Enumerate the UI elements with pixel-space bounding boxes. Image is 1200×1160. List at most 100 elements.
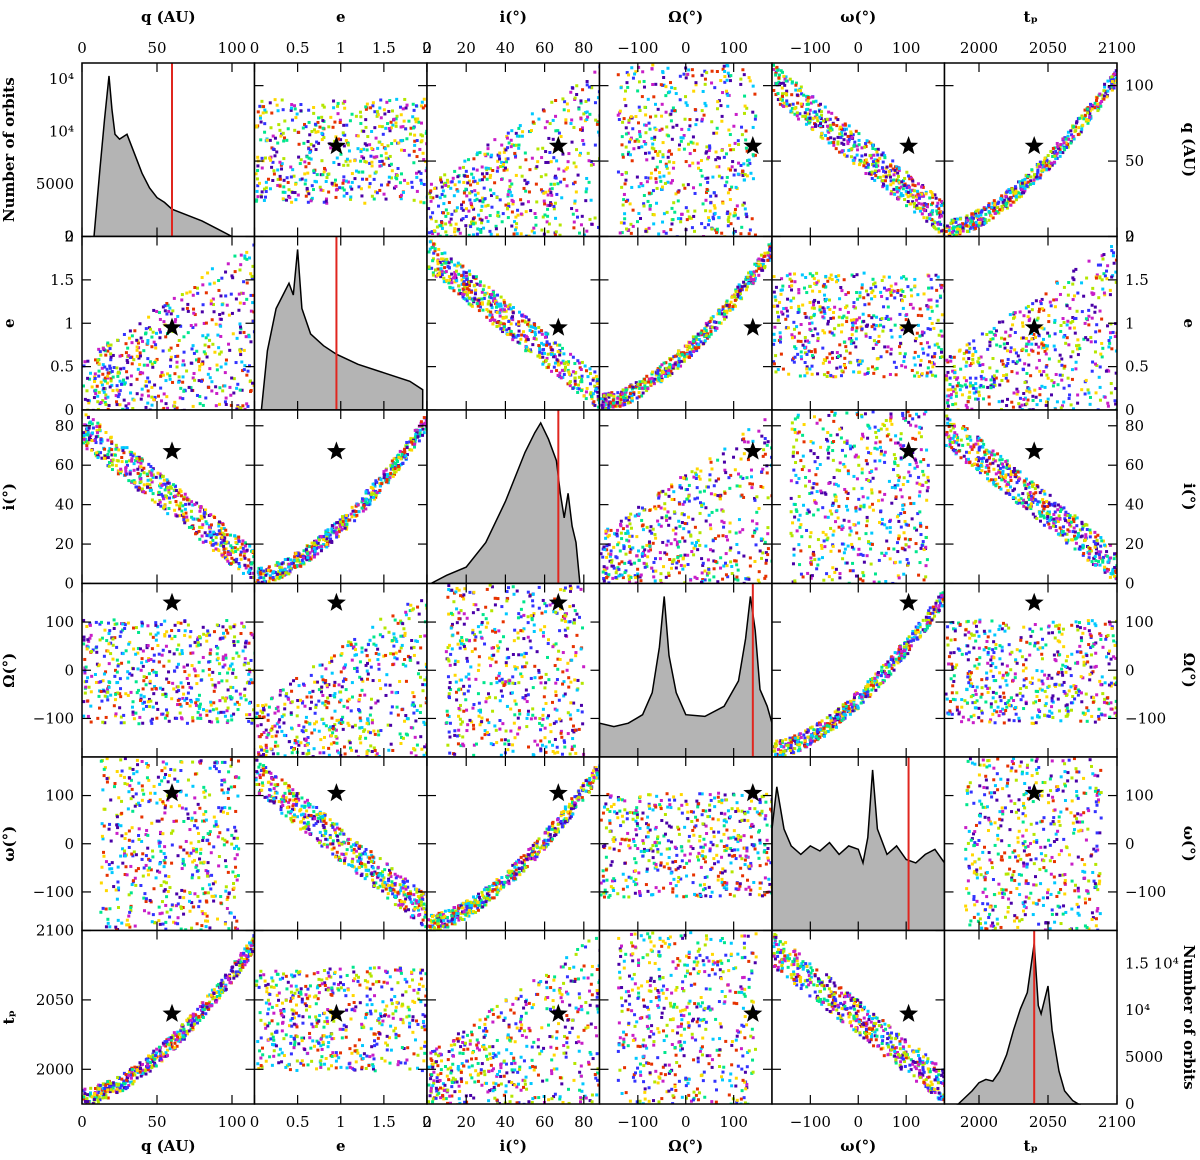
right-tick-label: 0: [1125, 575, 1135, 593]
top-tick-label: 0: [853, 39, 863, 57]
panel-background: [427, 930, 600, 1104]
left-tick-label: 100: [45, 613, 74, 631]
best-fit-star: [743, 1003, 763, 1022]
top-axis-label: tₚ: [1024, 8, 1038, 26]
left-tick-label: 2050: [36, 991, 74, 1009]
density-map: [82, 243, 255, 410]
top-tick-label: 100: [719, 39, 748, 57]
bottom-tick-label: 1: [336, 1113, 346, 1131]
density-map: [772, 271, 945, 379]
right-tick-label: 100: [1125, 77, 1154, 95]
panel-tp-omega: [943, 756, 1118, 932]
right-axis-label: i(°): [1180, 483, 1198, 510]
bottom-axis-label: ω(°): [840, 1137, 876, 1155]
top-tick-label: 0: [77, 39, 87, 57]
panel-e-Omega: [253, 582, 428, 758]
bottom-tick-label: 80: [574, 1113, 593, 1131]
density-map: [616, 63, 758, 237]
right-axis-label: q (AU): [1180, 122, 1198, 177]
best-fit-star: [326, 136, 346, 155]
right-tick-label: 0: [1125, 401, 1135, 419]
top-axis-label: i(°): [500, 8, 527, 26]
top-axis-label: e: [336, 8, 346, 26]
top-tick-label: 40: [496, 39, 515, 57]
left-tick-label: 0: [64, 401, 74, 419]
panel-background: [599, 236, 772, 410]
left-tick-label: 0: [64, 835, 74, 853]
bottom-tick-label: 0: [77, 1113, 87, 1131]
bottom-tick-label: 0.5: [286, 1113, 310, 1131]
panel-q-tp: [81, 929, 256, 1105]
bottom-tick-label: 2050: [1029, 1113, 1067, 1131]
right-axis-label: ω(°): [1180, 826, 1198, 862]
top-tick-label: 0: [250, 39, 260, 57]
right-tick-label: 2: [1125, 228, 1135, 246]
best-fit-star: [162, 592, 182, 611]
panel-background: [599, 757, 772, 931]
histogram-tick-label: 5000: [36, 175, 74, 193]
best-fit-star: [548, 1003, 568, 1022]
bottom-axis-label: e: [336, 1137, 346, 1155]
panel-Omega-tp: [598, 929, 773, 1105]
best-fit-star: [548, 783, 568, 802]
top-axis-label: ω(°): [840, 8, 876, 26]
bottom-tick-label: 40: [496, 1113, 515, 1131]
top-tick-label: −100: [617, 39, 658, 57]
histogram-e: [260, 249, 424, 411]
histogram-axis-label: Number of orbits: [1180, 945, 1198, 1090]
bottom-tick-label: 2: [422, 1113, 432, 1131]
panel-omega-e: [771, 235, 946, 411]
right-tick-label: 0: [1125, 661, 1135, 679]
panel-omega-omega: [771, 756, 946, 932]
panel-e-e: [253, 235, 428, 411]
density-map: [444, 583, 586, 757]
left-axis-label: e: [0, 318, 18, 328]
panel-Omega-Omega: [598, 582, 773, 758]
best-fit-star: [899, 317, 919, 336]
best-fit-star: [162, 1003, 182, 1022]
right-tick-label: 80: [1125, 417, 1144, 435]
right-tick-label: −100: [1125, 883, 1166, 901]
density-map: [427, 763, 600, 931]
right-tick-label: 1.5: [1125, 271, 1149, 289]
best-fit-star: [162, 783, 182, 802]
top-axis-label: Ω(°): [668, 8, 703, 26]
density-map: [254, 97, 427, 205]
density-map: [599, 239, 772, 410]
right-tick-label: 0: [1125, 228, 1135, 246]
histogram-Omega: [598, 596, 773, 758]
histogram-q: [93, 75, 233, 238]
density-map: [772, 932, 945, 1103]
top-tick-label: 100: [892, 39, 921, 57]
bottom-tick-label: 0: [681, 1113, 691, 1131]
left-axis-label: Ω(°): [0, 653, 18, 688]
density-map: [772, 63, 945, 237]
best-fit-star: [326, 592, 346, 611]
panel-e-tp: [253, 929, 428, 1105]
top-tick-label: 0.5: [286, 39, 310, 57]
left-tick-label: 0.5: [50, 358, 74, 376]
right-tick-label: 60: [1125, 456, 1144, 474]
density-map: [82, 618, 255, 726]
bottom-axis-label: tₚ: [1024, 1137, 1038, 1155]
best-fit-star: [899, 136, 919, 155]
histogram-axis-label: Number of orbits: [0, 77, 18, 222]
right-tick-label: 0.5: [1125, 358, 1149, 376]
left-tick-label: 80: [55, 417, 74, 435]
best-fit-star: [743, 441, 763, 460]
density-map: [944, 414, 1117, 581]
left-tick-label: 20: [55, 535, 74, 553]
bottom-tick-label: 2000: [960, 1113, 998, 1131]
right-axis-label: Ω(°): [1180, 653, 1198, 688]
panel-i-Omega: [426, 582, 601, 758]
top-tick-label: 1: [336, 39, 346, 57]
top-axis-label: q (AU): [141, 8, 196, 26]
panel-i-omega: [426, 756, 601, 932]
density-map: [944, 245, 1117, 410]
left-tick-label: −100: [33, 709, 74, 727]
best-fit-star: [326, 783, 346, 802]
panel-q-omega: [81, 756, 256, 932]
best-fit-star: [743, 317, 763, 336]
panel-Omega-omega: [598, 756, 773, 932]
panel-q-Omega: [81, 582, 256, 758]
